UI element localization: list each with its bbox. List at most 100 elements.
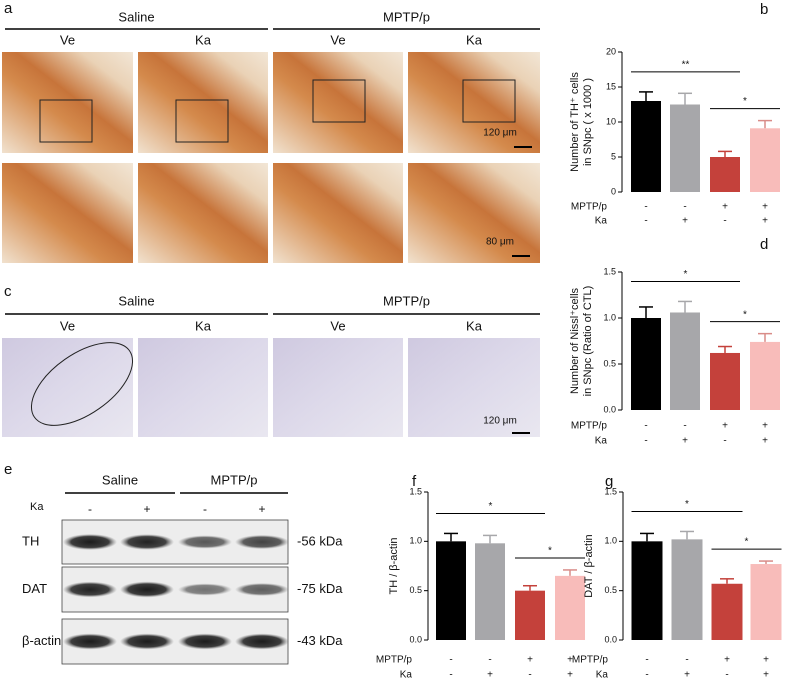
treatment-sign: - bbox=[685, 655, 688, 666]
blot-band bbox=[178, 633, 232, 650]
treatment-sign: + bbox=[763, 670, 769, 681]
y-tick-label: 1.5 bbox=[604, 486, 617, 496]
micrograph bbox=[2, 338, 133, 437]
treatment-sign: + bbox=[567, 670, 573, 681]
panel-letter: b bbox=[760, 1, 768, 18]
label: TH bbox=[22, 533, 39, 548]
label: Ve bbox=[330, 318, 345, 333]
label: e bbox=[4, 461, 12, 478]
y-tick-label: 20 bbox=[606, 46, 616, 56]
micrograph bbox=[138, 338, 268, 437]
treatment-sign: - bbox=[449, 655, 452, 666]
blot-band bbox=[120, 534, 174, 550]
bar bbox=[710, 157, 740, 192]
treatment-label: MPTP/p bbox=[571, 421, 608, 432]
micrograph bbox=[408, 52, 540, 153]
inset-box bbox=[312, 79, 366, 123]
y-tick-label: 1.0 bbox=[603, 312, 616, 322]
treatment-sign: - bbox=[644, 202, 647, 213]
micrograph bbox=[273, 52, 403, 153]
panel-letter: f bbox=[412, 473, 417, 490]
blot-band bbox=[63, 534, 117, 550]
treatment-label: Ka bbox=[400, 670, 413, 681]
label: Ka bbox=[30, 501, 44, 513]
label: Ve bbox=[60, 318, 75, 333]
label: - bbox=[203, 502, 207, 516]
y-tick-label: 0.5 bbox=[604, 585, 617, 595]
treatment-label: MPTP/p bbox=[571, 202, 608, 213]
treatment-sign: + bbox=[722, 202, 728, 213]
label: Ka bbox=[195, 318, 212, 333]
y-tick-label: 1.0 bbox=[409, 536, 422, 546]
y-axis-label: Number of Nissl⁺cells bbox=[569, 287, 581, 394]
label: Ka bbox=[466, 318, 483, 333]
label: -56 kDa bbox=[297, 533, 343, 548]
label: DAT bbox=[22, 581, 47, 596]
blot-band bbox=[120, 581, 174, 598]
treatment-sign: + bbox=[684, 670, 690, 681]
panel-letter: d bbox=[760, 236, 768, 253]
label: Saline bbox=[118, 9, 154, 24]
treatment-sign: - bbox=[644, 216, 647, 227]
treatment-sign: - bbox=[723, 436, 726, 447]
y-tick-label: 0.5 bbox=[409, 585, 422, 595]
label: 120 μm bbox=[483, 416, 517, 427]
micrograph bbox=[2, 52, 133, 153]
bar bbox=[475, 543, 505, 640]
blot-band bbox=[63, 581, 117, 598]
blot-band bbox=[178, 535, 232, 549]
significance-label: * bbox=[548, 546, 552, 557]
label: MPTP/p bbox=[383, 293, 430, 308]
micrograph bbox=[408, 163, 540, 263]
significance-label: * bbox=[745, 537, 749, 548]
label: Ka bbox=[195, 32, 212, 47]
label: MPTP/p bbox=[383, 9, 430, 24]
micrograph bbox=[138, 52, 268, 153]
treatment-sign: - bbox=[644, 436, 647, 447]
bar bbox=[631, 318, 661, 410]
y-axis-label: DAT / β-actin bbox=[583, 534, 595, 597]
blot-band bbox=[178, 583, 232, 596]
bar bbox=[750, 564, 782, 640]
y-tick-label: 0.5 bbox=[603, 358, 616, 368]
significance-label: * bbox=[743, 96, 747, 107]
bar bbox=[710, 352, 740, 410]
bar bbox=[670, 312, 700, 410]
significance-label: * bbox=[743, 309, 747, 320]
y-tick-label: 1.0 bbox=[604, 536, 617, 546]
treatment-sign: - bbox=[723, 216, 726, 227]
treatment-sign: - bbox=[644, 421, 647, 432]
y-axis-label: TH / β-actin bbox=[388, 537, 400, 594]
inset-box bbox=[462, 79, 516, 123]
treatment-sign: - bbox=[683, 202, 686, 213]
inset-box bbox=[39, 99, 93, 143]
treatment-sign: - bbox=[725, 670, 728, 681]
treatment-label: MPTP/p bbox=[376, 655, 413, 666]
y-tick-label: 0 bbox=[611, 186, 616, 196]
label: a bbox=[4, 0, 13, 17]
bar bbox=[631, 101, 661, 192]
label: -43 kDa bbox=[297, 633, 343, 648]
label: Ka bbox=[466, 32, 483, 47]
blot-band bbox=[235, 583, 289, 596]
label: c bbox=[4, 283, 12, 300]
label: -75 kDa bbox=[297, 581, 343, 596]
treatment-sign: + bbox=[527, 655, 533, 666]
y-tick-label: 10 bbox=[606, 116, 616, 126]
panel-letter: g bbox=[605, 473, 613, 490]
treatment-sign: + bbox=[762, 421, 768, 432]
bar bbox=[711, 583, 743, 640]
y-axis-label: Number of TH⁺ cells bbox=[569, 72, 581, 172]
micrograph bbox=[273, 163, 403, 263]
label: 80 μm bbox=[486, 237, 514, 248]
bar bbox=[670, 104, 700, 192]
treatment-sign: + bbox=[762, 202, 768, 213]
label: Ve bbox=[60, 32, 75, 47]
bar bbox=[631, 541, 663, 640]
region-outline bbox=[30, 342, 134, 426]
treatment-label: MPTP/p bbox=[572, 655, 609, 666]
treatment-sign: + bbox=[682, 436, 688, 447]
micrograph bbox=[2, 163, 133, 263]
